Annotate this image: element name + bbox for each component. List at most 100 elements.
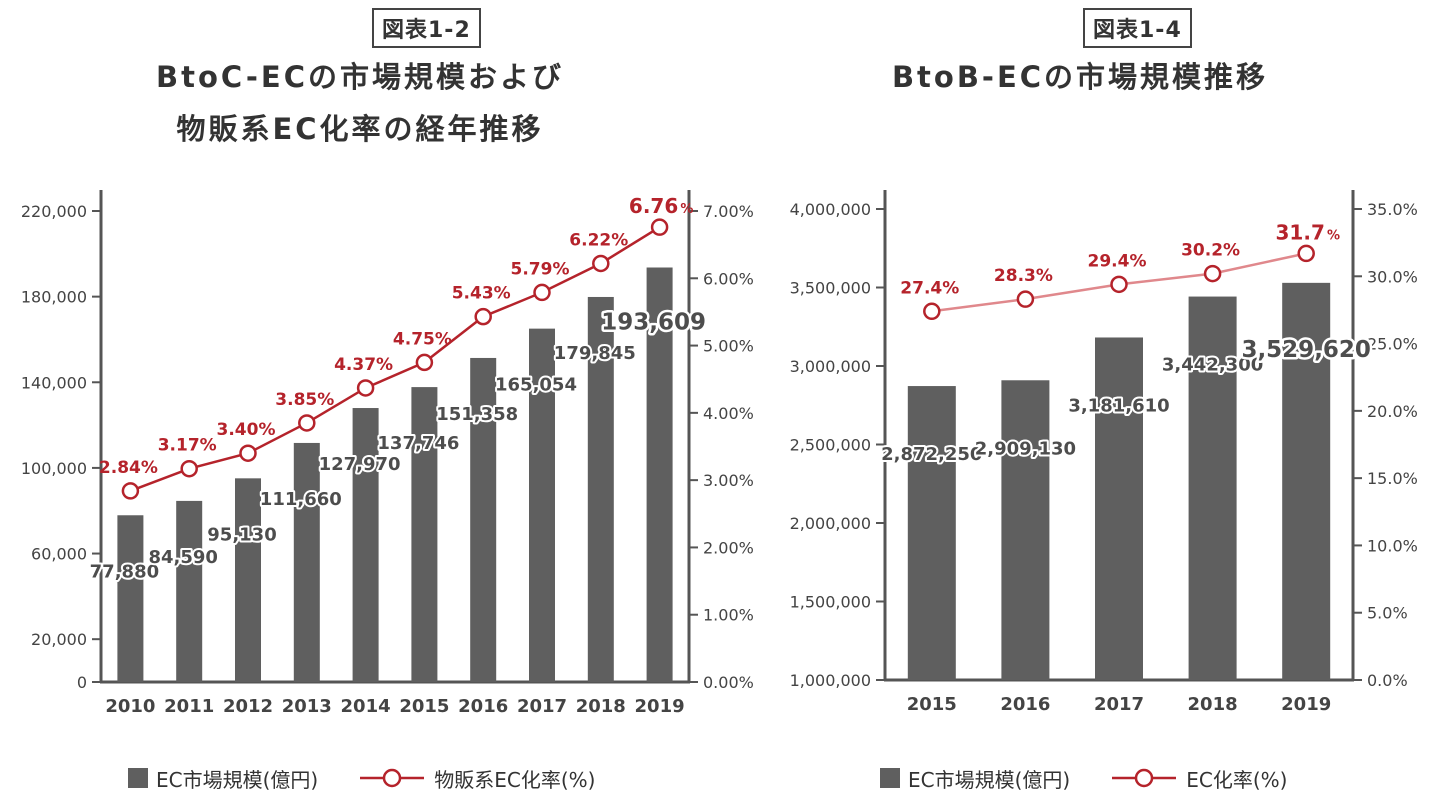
y-left-tick-label: 0 — [77, 673, 87, 692]
bar — [1188, 296, 1237, 680]
y-left-tick-label: 3,000,000 — [790, 357, 871, 376]
bar-value-label: 95,130 — [207, 524, 276, 545]
rate-point — [298, 414, 316, 432]
rate-point — [650, 218, 669, 236]
rate-point — [1203, 264, 1222, 283]
rate-point — [923, 302, 941, 321]
bar-value-label: 151,358 — [436, 404, 518, 425]
y-right-tick-label: 10.0% — [1367, 536, 1418, 555]
bar — [907, 386, 956, 680]
rate-point — [180, 459, 198, 478]
rate-value-label: 3.40% — [217, 420, 276, 440]
x-tick-label: 2014 — [341, 696, 391, 717]
rate-value-label: 31.7 — [1276, 220, 1325, 244]
btoc-chart: 0 20,000 60,000 100,000 140,000 180,000 220,00… — [21, 190, 754, 717]
bar — [529, 328, 555, 682]
rate-value-label: 4.75% — [393, 329, 452, 349]
y-left-tick-label: 4,000,000 — [790, 200, 871, 219]
x-tick-label: 2010 — [105, 696, 155, 717]
legend: EC市場規模(億円) EC化率(%) — [880, 760, 1329, 796]
bar-value-label: 2,909,130 — [975, 438, 1076, 459]
rate-value-label: 6.76 — [629, 194, 678, 218]
bar-value-label: 137,746 — [377, 433, 459, 454]
x-tick-label: 2018 — [1188, 694, 1238, 715]
y-left-tick-label: 180,000 — [21, 288, 87, 307]
bar — [646, 267, 673, 682]
bar-value-label: 2,872,250 — [881, 444, 982, 465]
y-left-tick-label: 140,000 — [21, 373, 87, 392]
y-right-tick-label: 35.0% — [1367, 200, 1418, 219]
y-right-tick-label: 30.0% — [1367, 267, 1418, 286]
y-left-tick-label: 3,500,000 — [790, 279, 871, 298]
x-tick-label: 2019 — [1281, 694, 1331, 715]
figure-right: 図表1-4 BtoB-ECの市場規模推移 1,000,000 1,500,000 2… — [720, 0, 1440, 806]
y-left-tick-label: 60,000 — [31, 545, 87, 564]
legend-line-label: EC化率(%) — [1186, 767, 1288, 792]
legend-bar-swatch — [880, 768, 900, 788]
x-tick-label: 2015 — [399, 696, 449, 717]
legend-item-bar: EC市場規模(億円) — [880, 764, 1070, 793]
y-right-tick-label: 2.00% — [703, 538, 754, 557]
rate-value-label: 3.17% — [158, 436, 217, 456]
legend: EC市場規模(億円) 物販系EC化率(%) — [128, 760, 637, 796]
rate-value-label: 5.79% — [511, 259, 570, 279]
bar-value-label: 127,970 — [319, 454, 401, 475]
bar-value-label: 179,845 — [554, 343, 636, 364]
bar-value-label: 77,880 — [90, 561, 159, 582]
rate-value-label: 4.37% — [334, 355, 393, 375]
rate-point — [1016, 290, 1035, 308]
x-tick-label: 2018 — [576, 696, 626, 717]
bar — [1282, 282, 1331, 680]
bar — [235, 478, 261, 682]
figure-left: 図表1-2 BtoC-ECの市場規模および 物販系EC化率の経年推移 0 20,0… — [21, 8, 754, 796]
bar-value-label: 3,529,620 — [1241, 337, 1371, 363]
y-right-tick-label: 5.0% — [1367, 604, 1408, 623]
bar-value-label: 84,590 — [148, 547, 217, 568]
y-right-tick-label: 25.0% — [1367, 335, 1418, 354]
y-right-tick-label: 15.0% — [1367, 469, 1418, 488]
bar — [1001, 380, 1050, 680]
rate-value-suffix: % — [1327, 228, 1340, 243]
legend-line-swatch — [1112, 768, 1177, 788]
x-tick-label: 2017 — [517, 696, 567, 717]
y-right-tick-label: 20.0% — [1367, 402, 1418, 421]
rate-value-label: 6.22% — [569, 230, 628, 250]
legend-bar-label: EC市場規模(億円) — [156, 767, 319, 792]
y-right-tick-label: 3.00% — [703, 471, 754, 490]
rate-point — [474, 307, 492, 326]
rate-value-label: 27.4% — [900, 278, 959, 298]
rate-point — [415, 353, 434, 372]
rate-point — [356, 379, 375, 397]
bar-value-label: 3,181,610 — [1068, 395, 1169, 416]
legend-item-line: EC化率(%) — [1112, 764, 1287, 793]
rate-line — [129, 226, 661, 493]
chart-title-line2: 物販系EC化率の経年推移 — [176, 112, 544, 146]
btob-chart: 1,000,000 1,500,000 2,000,000 2,500,000 3,00… — [790, 190, 1418, 715]
figure-tag: 図表1-2 — [372, 8, 481, 48]
y-right-tick-label: 5.00% — [703, 337, 754, 356]
y-right-tick-label: 0.0% — [1367, 671, 1408, 690]
rate-point — [1297, 244, 1315, 263]
legend-bar-swatch — [128, 768, 148, 788]
bar-value-label: 111,660 — [260, 489, 342, 510]
chart-title-line1: BtoC-ECの市場規模および — [156, 60, 564, 94]
x-tick-label: 2019 — [635, 696, 685, 717]
y-right-tick-label: 7.00% — [703, 202, 754, 221]
y-left-tick-label: 220,000 — [21, 202, 87, 221]
bar — [352, 408, 379, 682]
bar — [117, 515, 144, 682]
x-tick-label: 2015 — [907, 694, 957, 715]
rate-value-suffix: % — [680, 202, 693, 217]
legend-item-line: 物販系EC化率(%) — [360, 764, 595, 793]
bar — [587, 296, 614, 682]
bar — [176, 500, 203, 682]
legend-line-label: 物販系EC化率(%) — [434, 767, 596, 792]
y-right-tick-label: 6.00% — [703, 269, 754, 288]
rate-point — [592, 254, 610, 273]
y-left-tick-label: 1,000,000 — [790, 671, 871, 690]
bar — [470, 357, 497, 682]
rate-value-label: 5.43% — [452, 284, 511, 304]
y-left-tick-label: 20,000 — [31, 630, 87, 649]
y-left-tick-label: 2,500,000 — [790, 436, 871, 455]
legend-line-swatch — [360, 768, 425, 788]
